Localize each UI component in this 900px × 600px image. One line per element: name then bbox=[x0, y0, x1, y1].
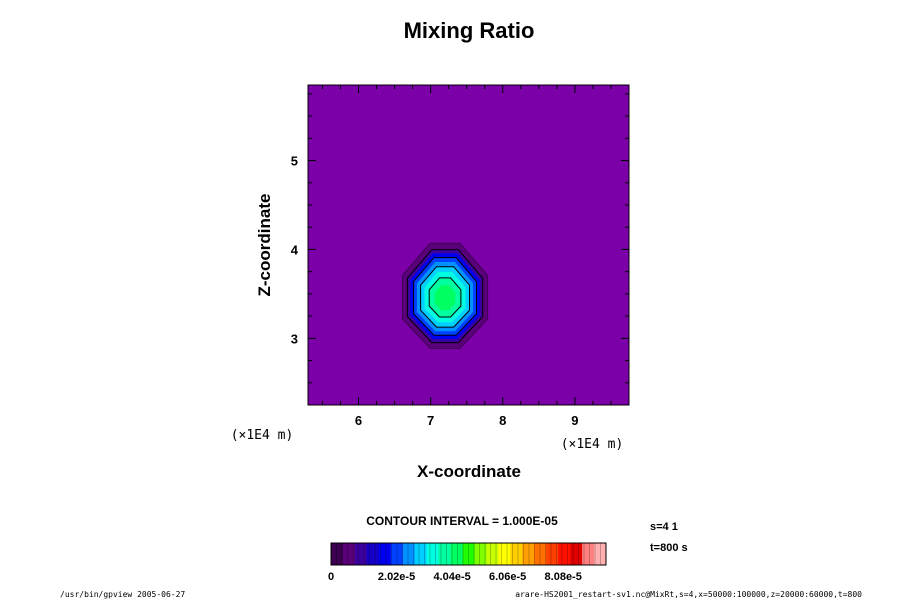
plot-frame bbox=[307, 84, 630, 406]
y-tick-label: 3 bbox=[291, 331, 298, 346]
colorbar: 0 2.02e-5 4.04e-5 6.06e-5 8.08e-5 bbox=[328, 542, 607, 583]
colorbar-cell bbox=[522, 543, 535, 565]
colorbar-cell bbox=[366, 543, 380, 565]
footer-right: arare-HS2001_restart-sv1.nc@MixRt,s=4,x=… bbox=[515, 590, 862, 599]
colorbar-cell bbox=[498, 543, 511, 565]
colorbar-cells bbox=[331, 543, 607, 565]
colorbar-cell bbox=[390, 543, 404, 565]
colorbar-cell bbox=[402, 543, 415, 565]
colorbar-cell bbox=[462, 543, 475, 565]
y-tick-label: 5 bbox=[291, 154, 298, 169]
x-axis-label: X-coordinate bbox=[417, 462, 521, 481]
colorbar-tick-label: 2.02e-5 bbox=[378, 571, 415, 583]
x-axis-unit-left: (×1E4 m) bbox=[231, 428, 294, 443]
colorbar-frame bbox=[330, 542, 607, 566]
time-label: t=800 s bbox=[650, 542, 688, 554]
colorbar-cell bbox=[450, 543, 463, 565]
colorbar-cell bbox=[474, 543, 487, 565]
plot-area: 6 7 8 9 3 4 5 bbox=[291, 84, 630, 428]
colorbar-cell bbox=[558, 543, 571, 565]
contour-interval-label: CONTOUR INTERVAL = 1.000E-05 bbox=[366, 514, 558, 528]
contour-lines bbox=[406, 249, 484, 344]
colorbar-tick-label: 8.08e-5 bbox=[545, 571, 582, 583]
y-axis-unit: (×1E4 m) bbox=[561, 437, 624, 452]
y-tick-label: 4 bbox=[291, 242, 299, 257]
footer-left: /usr/bin/gpview 2005-06-27 bbox=[60, 590, 185, 599]
colorbar-cell bbox=[486, 543, 499, 565]
colorbar-cell bbox=[426, 543, 439, 565]
colorbar-cell bbox=[534, 543, 547, 565]
y-axis-label: Z-coordinate bbox=[255, 194, 274, 297]
colorbar-cell bbox=[354, 543, 368, 565]
colorbar-cell bbox=[438, 543, 451, 565]
plot-background bbox=[308, 85, 629, 405]
field-fill-level-10 bbox=[434, 285, 456, 311]
colorbar-cell bbox=[378, 543, 392, 565]
x-tick-label: 9 bbox=[571, 413, 578, 428]
colorbar-cell bbox=[342, 543, 356, 565]
colorbar-tick-label: 6.06e-5 bbox=[489, 571, 526, 583]
contour-line-3 bbox=[428, 277, 462, 318]
colorbar-cell bbox=[546, 543, 559, 565]
x-tick-label: 8 bbox=[499, 413, 506, 428]
colorbar-tick-label: 0 bbox=[328, 571, 334, 583]
colorbar-labels: 0 2.02e-5 4.04e-5 6.06e-5 8.08e-5 bbox=[328, 571, 582, 583]
contour-line-1 bbox=[413, 257, 477, 336]
slice-index-label: s=4 1 bbox=[650, 521, 678, 533]
x-tick-label: 6 bbox=[355, 413, 362, 428]
colorbar-cell bbox=[570, 543, 583, 565]
x-tick-label: 7 bbox=[427, 413, 434, 428]
colorbar-cell bbox=[414, 543, 427, 565]
colorbar-cell bbox=[594, 543, 607, 565]
contour-line-0 bbox=[406, 249, 484, 344]
colorbar-tick-label: 4.04e-5 bbox=[433, 571, 470, 583]
colorbar-cell bbox=[510, 543, 523, 565]
colorbar-cell bbox=[331, 543, 344, 565]
x-axis-ticks: 6 7 8 9 bbox=[321, 85, 630, 428]
chart-title: Mixing Ratio bbox=[404, 18, 535, 43]
y-axis-ticks: 3 4 5 bbox=[291, 93, 629, 406]
colorbar-cell bbox=[582, 543, 595, 565]
contour-line-2 bbox=[420, 266, 470, 328]
